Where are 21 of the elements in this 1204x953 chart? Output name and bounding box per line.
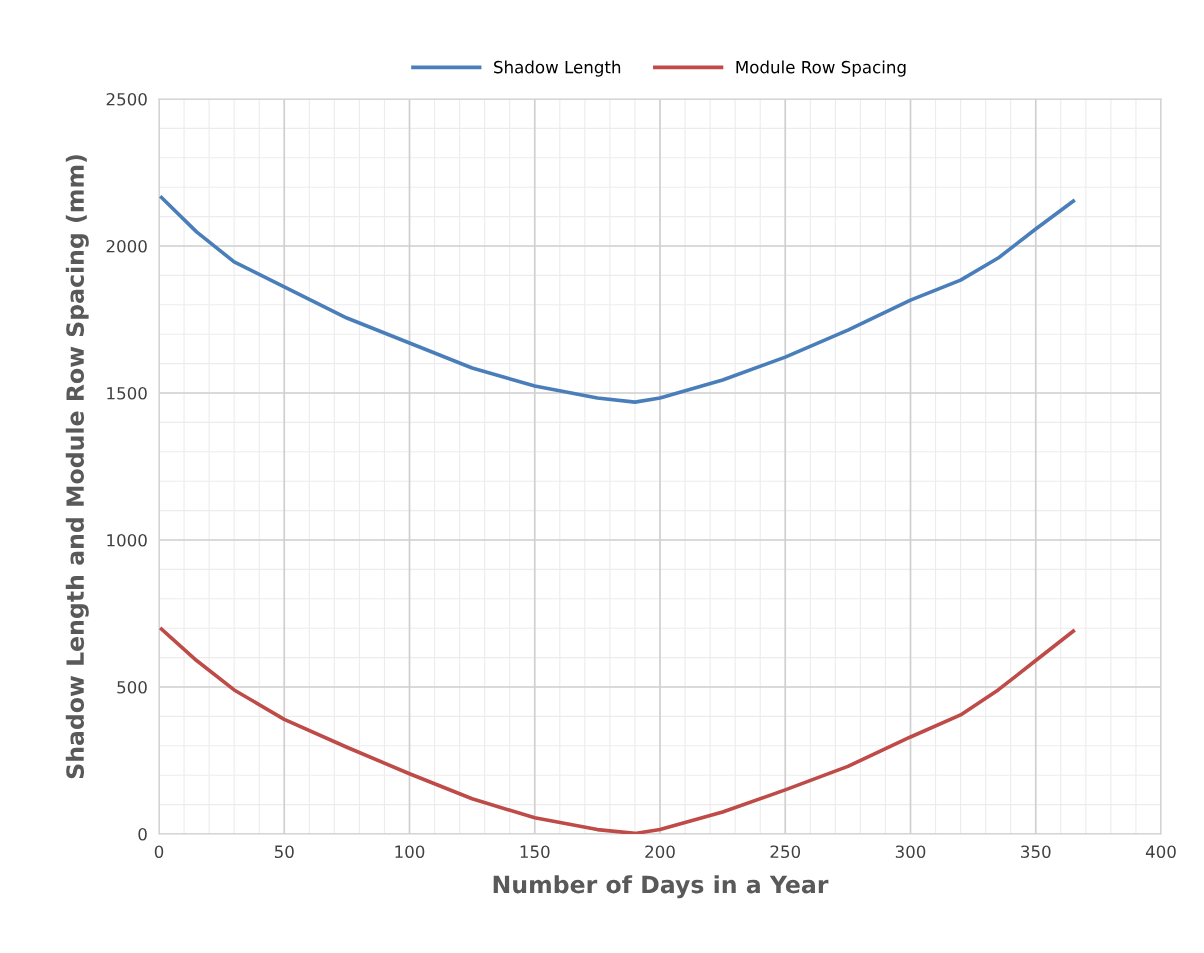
x-axis-title: Number of Days in a Year: [493, 875, 829, 899]
x-tick-label: 0: [154, 845, 164, 859]
y-tick-label: 1000: [107, 533, 147, 547]
legend-label: Module Row Spacing: [736, 60, 906, 77]
line-series: [159, 195, 1076, 404]
x-tick-label: 150: [520, 845, 550, 859]
x-tick-label: 300: [895, 845, 926, 859]
x-tick-label: 350: [1021, 845, 1051, 859]
x-tick-label: 400: [1145, 845, 1176, 859]
y-tick-label: 2000: [106, 239, 147, 253]
x-tick-label: 250: [770, 845, 801, 859]
x-tick-label: 100: [395, 845, 425, 859]
y-tick-label: 0: [138, 827, 147, 841]
line-series: [159, 627, 1076, 834]
x-tick-label: 50: [274, 845, 294, 859]
y-axis-title: Shadow Length and Module Row Spacing (mm): [65, 155, 89, 779]
y-tick-label: 500: [117, 680, 147, 694]
legend-label: Shadow Length: [494, 60, 621, 77]
x-tick-label: 200: [645, 845, 675, 859]
y-tick-label: 2500: [106, 92, 147, 106]
y-tick-label: 1500: [107, 386, 147, 400]
